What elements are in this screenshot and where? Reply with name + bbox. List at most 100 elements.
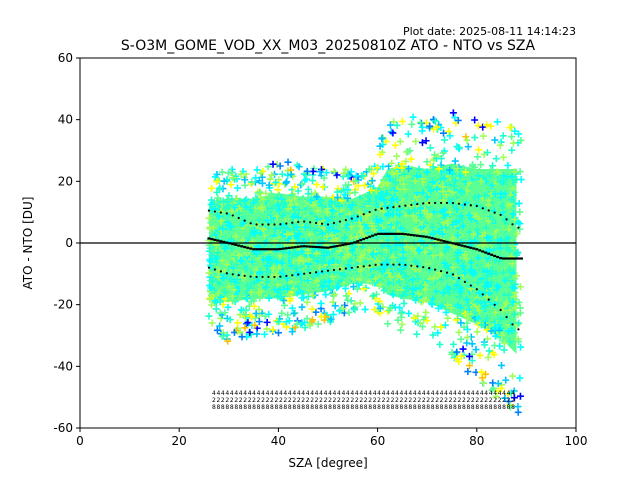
- upper-sigma-curve-point: [499, 213, 502, 216]
- data-point: [237, 170, 245, 178]
- data-point: [343, 186, 351, 194]
- data-point: [341, 253, 349, 261]
- data-point: [226, 202, 234, 210]
- data-point: [488, 181, 496, 189]
- bin-annotation: 8: [248, 404, 252, 411]
- lower-sigma-curve-point: [344, 267, 347, 270]
- data-point: [486, 213, 494, 221]
- mean-curve-point: [516, 257, 520, 260]
- upper-sigma-curve-point: [255, 223, 258, 226]
- data-point: [434, 329, 442, 337]
- upper-sigma-curve-point: [428, 201, 431, 205]
- data-point: [216, 322, 224, 330]
- data-point: [428, 300, 436, 308]
- data-point: [273, 258, 281, 266]
- bin-annotation: 8: [212, 404, 216, 411]
- mean-curve-point: [219, 240, 223, 243]
- data-point: [389, 189, 397, 197]
- data-point: [394, 316, 402, 324]
- data-point: [264, 163, 272, 171]
- bin-annotation: 8: [350, 404, 354, 411]
- scatter-series: [205, 109, 525, 416]
- data-point: [299, 257, 307, 265]
- bin-annotation: 2: [422, 397, 426, 404]
- bin-annotation: 2: [489, 397, 493, 404]
- data-point: [260, 196, 268, 204]
- bin-annotation: 4: [301, 390, 305, 397]
- data-point: [444, 265, 452, 273]
- data-point: [309, 201, 317, 209]
- data-point: [325, 224, 333, 232]
- data-point: [323, 265, 331, 273]
- data-point: [389, 302, 397, 310]
- mean-curve-point: [505, 257, 509, 260]
- data-point: [278, 170, 286, 178]
- bin-annotation: 8: [444, 404, 448, 411]
- data-point: [511, 215, 519, 223]
- data-point: [258, 173, 266, 181]
- data-point: [491, 197, 499, 205]
- mean-curve-point: [329, 246, 333, 249]
- data-point: [391, 141, 399, 149]
- bin-annotation: 8: [377, 404, 381, 411]
- mean-curve-point: [255, 248, 259, 251]
- data-point: [217, 285, 225, 293]
- bin-annotation: 8: [413, 404, 417, 411]
- data-point: [477, 177, 485, 185]
- data-point: [419, 297, 427, 305]
- bin-annotation: 8: [449, 404, 453, 411]
- lower-sigma-curve-point: [326, 269, 330, 272]
- data-point: [415, 210, 423, 218]
- data-point: [424, 258, 432, 266]
- mean-curve-point: [442, 240, 446, 243]
- data-point: [320, 174, 328, 182]
- data-point: [492, 155, 500, 163]
- data-point: [311, 226, 319, 234]
- data-point: [344, 296, 352, 304]
- upper-sigma-curve-point: [445, 201, 449, 205]
- data-point: [388, 169, 396, 177]
- lower-sigma-curve-point: [428, 267, 431, 270]
- data-point: [376, 142, 384, 150]
- data-point: [491, 323, 499, 331]
- bin-annotation: 4: [346, 390, 350, 397]
- data-point: [205, 312, 213, 320]
- data-point: [451, 197, 459, 205]
- data-point: [474, 314, 482, 322]
- bin-annotation: 2: [435, 397, 439, 404]
- data-point: [329, 311, 337, 319]
- mean-curve-point: [320, 246, 324, 249]
- data-point: [463, 319, 471, 327]
- bin-annotation: 2: [466, 397, 470, 404]
- data-point: [480, 174, 488, 182]
- data-point: [408, 252, 416, 260]
- data-point: [344, 279, 352, 287]
- bin-annotation: 2: [283, 397, 287, 404]
- data-point: [259, 205, 267, 213]
- data-point: [411, 318, 419, 326]
- data-point: [425, 183, 433, 191]
- data-point: [373, 164, 381, 172]
- bin-annotation: 4: [225, 390, 229, 397]
- bin-annotation: 2: [279, 397, 283, 404]
- upper-sigma-curve-point: [314, 221, 318, 225]
- bin-annotation: 4: [234, 390, 238, 397]
- data-point: [314, 254, 322, 262]
- lower-sigma-curve-point: [297, 273, 300, 276]
- bin-annotation: 4: [453, 390, 457, 397]
- y-tick-label: 20: [58, 174, 73, 188]
- data-point: [462, 133, 470, 141]
- data-point: [439, 183, 447, 191]
- data-point: [300, 209, 308, 217]
- data-point: [291, 286, 299, 294]
- data-point: [409, 113, 417, 121]
- data-point: [496, 177, 504, 185]
- bin-annotation: 4: [404, 390, 408, 397]
- data-point: [368, 199, 376, 207]
- mean-curve-point: [287, 246, 291, 250]
- data-point: [208, 184, 216, 192]
- data-point: [284, 311, 292, 319]
- data-point: [454, 315, 462, 323]
- data-point: [260, 240, 268, 248]
- bin-annotation: 4: [328, 390, 332, 397]
